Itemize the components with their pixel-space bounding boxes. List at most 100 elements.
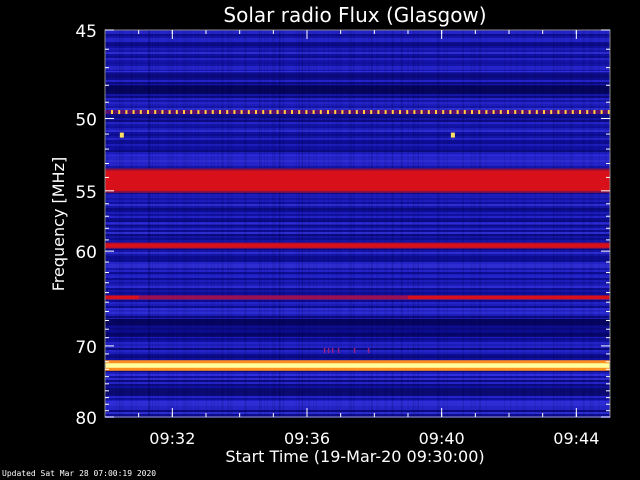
vertical-streak — [172, 30, 174, 417]
vertical-streak — [592, 30, 594, 417]
vertical-streak — [371, 30, 373, 417]
dotted-band-pulse — [111, 110, 113, 115]
vertical-streak — [147, 30, 149, 417]
dotted-band-pulse — [435, 110, 437, 115]
vertical-streak — [470, 30, 472, 417]
spectrogram-row — [105, 282, 610, 284]
vertical-streak — [385, 30, 387, 417]
dark-band — [105, 85, 610, 94]
spectrogram-row — [105, 300, 610, 302]
x-axis: 09:32 09:36 09:40 09:44 — [138, 30, 599, 448]
vertical-streak — [553, 30, 555, 417]
vertical-streak — [340, 30, 342, 417]
spectrogram-row — [105, 156, 610, 158]
spectrogram-row — [105, 394, 610, 396]
dotted-band-pulse — [478, 110, 481, 115]
vertical-streak — [570, 30, 572, 417]
spectrogram-row — [105, 386, 610, 388]
dotted-band-pulse — [413, 110, 416, 115]
spectrogram-row — [105, 46, 610, 48]
dotted-band-pulse — [442, 110, 445, 115]
vertical-streak — [121, 30, 123, 417]
updated-timestamp: Updated Sat Mar 28 07:00:19 2020 — [2, 469, 157, 478]
vertical-streak — [392, 30, 394, 417]
dotted-band-pulse — [276, 110, 279, 115]
spectrogram-row — [105, 236, 610, 238]
spectrogram-row — [105, 74, 610, 76]
spectrogram-row — [105, 268, 610, 270]
spectrogram-row — [105, 404, 610, 406]
vertical-streak — [195, 30, 197, 417]
spectrogram-row — [105, 160, 610, 162]
dotted-band-pulse — [355, 110, 358, 115]
spectrogram-row — [105, 228, 610, 230]
spectrogram-row — [105, 270, 610, 272]
vertical-streak — [222, 30, 224, 417]
spectrogram-row — [105, 140, 610, 142]
vertical-streak — [463, 30, 465, 417]
bright-point — [119, 132, 124, 138]
spectrogram-row — [105, 128, 610, 130]
vertical-streak — [472, 30, 474, 417]
spectrogram-row — [105, 356, 610, 358]
dotted-band-pulse — [550, 110, 553, 115]
spectrogram-row — [105, 196, 610, 198]
dotted-band-pulse — [125, 110, 128, 115]
dotted-band-pulse — [593, 110, 596, 115]
vertical-streak — [371, 30, 373, 417]
dim-segment — [138, 295, 408, 300]
spectrogram-row — [105, 226, 610, 228]
spectrogram-row — [105, 34, 610, 36]
vertical-streak — [349, 30, 351, 417]
spectrogram-row — [105, 304, 610, 306]
vertical-streak — [402, 30, 404, 417]
vertical-streak — [541, 30, 543, 417]
dotted-band-pulse — [334, 110, 337, 115]
spectrogram-row — [105, 398, 610, 400]
spectrogram-row — [105, 66, 610, 68]
dotted-band-pulse — [226, 110, 229, 115]
spectrogram-row — [105, 278, 610, 280]
spectrogram-row — [105, 288, 610, 290]
spectrogram-row — [105, 312, 610, 314]
dotted-band-pulse — [456, 110, 459, 115]
vertical-streak — [119, 30, 121, 417]
dotted-band-pulse — [586, 110, 589, 115]
vertical-streak — [299, 30, 301, 417]
dotted-band-pulse — [399, 110, 401, 115]
dotted-band-pulse — [499, 110, 502, 115]
spectrogram-row — [105, 108, 610, 110]
vertical-streak — [479, 30, 481, 417]
spectrogram-row — [105, 98, 610, 100]
spectrogram-row — [105, 162, 610, 164]
spectrogram-row — [105, 152, 610, 154]
vertical-streak — [267, 30, 269, 417]
dotted-band-pulse — [485, 110, 488, 115]
spectrogram-row — [105, 316, 610, 318]
dotted-band-pulse — [211, 110, 214, 115]
vertical-streak — [217, 30, 219, 417]
spectrogram-row — [105, 32, 610, 34]
vertical-streak — [392, 30, 394, 417]
vertical-streak — [323, 30, 325, 417]
spectrogram-row — [105, 266, 610, 268]
spectrogram-row — [105, 230, 610, 232]
vertical-streak — [301, 30, 303, 417]
burst-tick — [323, 347, 326, 353]
dotted-band-pulse — [312, 110, 315, 115]
vertical-streak — [167, 30, 169, 417]
spectrogram-row — [105, 306, 610, 308]
burst-tick — [367, 347, 370, 353]
dotted-band-pulse — [132, 110, 135, 115]
spectrogram-plot-area — [104, 29, 611, 418]
vertical-streak — [155, 30, 157, 417]
dotted-band-pulse — [327, 110, 329, 115]
spectrogram-row — [105, 76, 610, 78]
dotted-band-pulse — [283, 110, 286, 115]
vertical-streak — [280, 30, 282, 417]
spectrogram-row — [105, 138, 610, 140]
dotted-band-pulse — [219, 110, 221, 115]
spectrogram-row — [105, 44, 610, 46]
spectrogram-row — [105, 342, 610, 344]
vertical-streak — [438, 30, 440, 417]
